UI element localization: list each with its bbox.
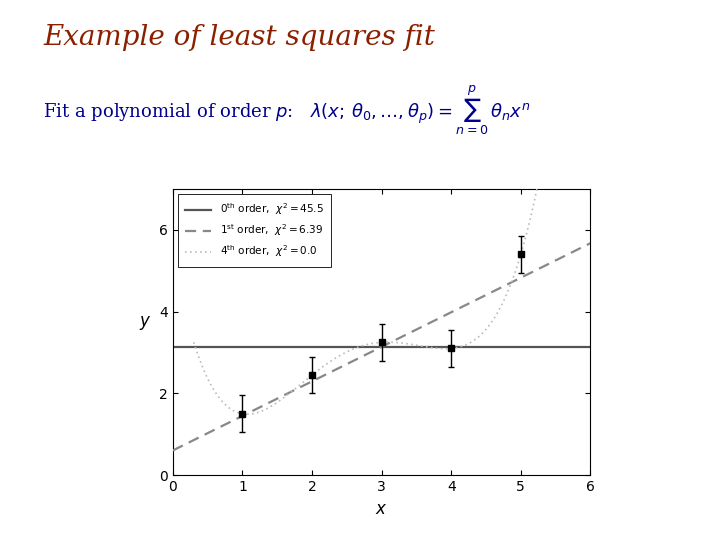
Legend: $0^{\rm th}$ order,  $\chi^2 = 45.5$, $1^{\rm st}$ order,  $\chi^2 = 6.39$, $4^{: $0^{\rm th}$ order, $\chi^2 = 45.5$, $1^… (178, 194, 331, 267)
X-axis label: $x$: $x$ (375, 500, 388, 518)
Text: Example of least squares fit: Example of least squares fit (43, 24, 435, 51)
Y-axis label: $y$: $y$ (139, 314, 151, 332)
Text: Fit a polynomial of order $p$:   $\lambda(x;\,\theta_0,\ldots,\theta_p) = \sum_{: Fit a polynomial of order $p$: $\lambda(… (43, 84, 531, 137)
